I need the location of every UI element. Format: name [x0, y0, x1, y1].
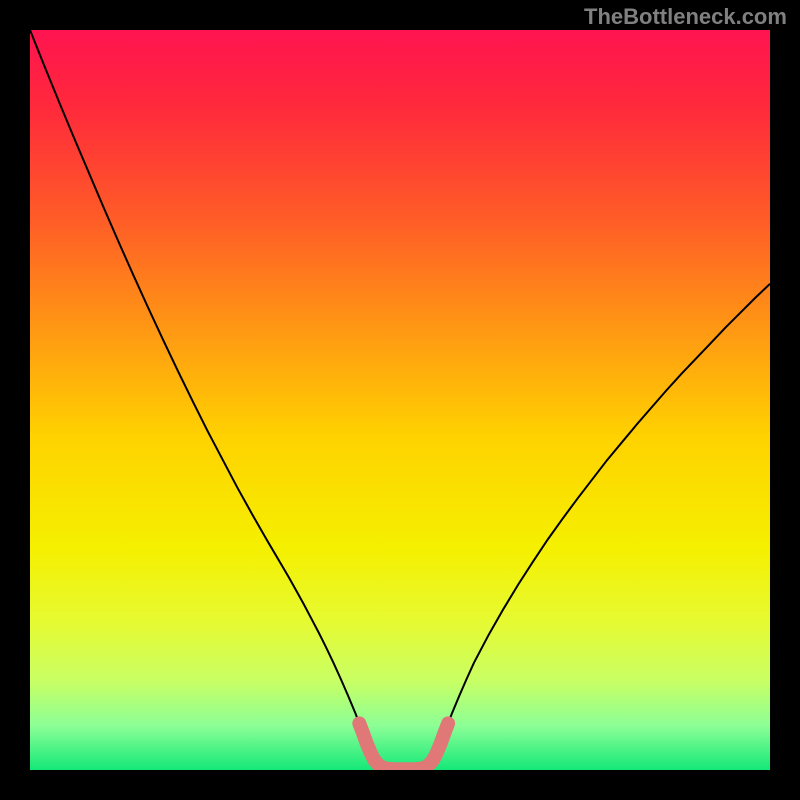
plot-svg	[30, 30, 770, 770]
watermark-text: TheBottleneck.com	[584, 4, 787, 30]
plot-area	[30, 30, 770, 770]
